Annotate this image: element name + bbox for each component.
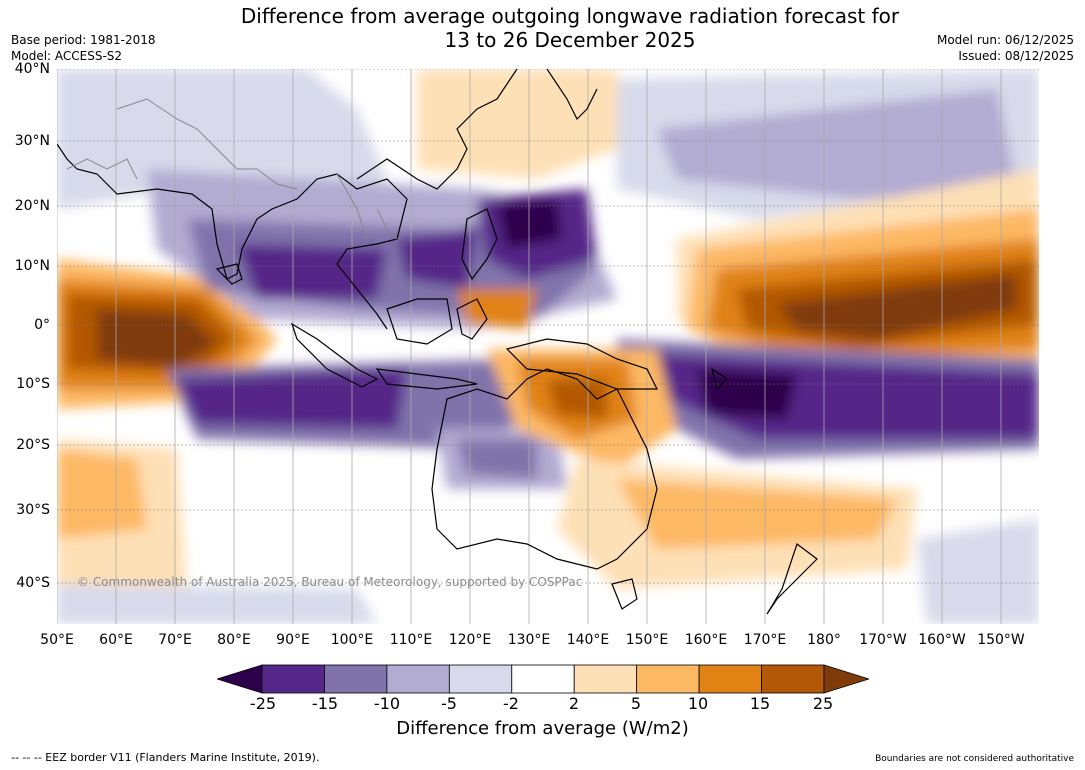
lat-label-30n: 30°N xyxy=(14,133,50,149)
disclaimer: Boundaries are not considered authoritat… xyxy=(875,754,1074,764)
lon-label: 150°E xyxy=(625,632,669,648)
longitude-gridlines xyxy=(57,69,1002,624)
lat-label-10n: 10°N xyxy=(14,258,50,274)
lat-label-equator: 0° xyxy=(34,317,50,333)
title-line-1: Difference from average outgoing longwav… xyxy=(240,4,900,28)
colorbar-swatch xyxy=(761,664,825,694)
lon-label: 120°E xyxy=(448,632,492,648)
lon-label: 80°E xyxy=(217,632,251,648)
issued-date: Issued: 08/12/2025 xyxy=(958,49,1074,63)
base-period: Base period: 1981-2018 xyxy=(11,33,156,47)
lon-label: 150°W xyxy=(977,632,1025,648)
lon-label: 130°E xyxy=(507,632,551,648)
lon-label: 100°E xyxy=(330,632,374,648)
copyright-text: © Commonwealth of Australia 2025, Bureau… xyxy=(77,575,582,589)
colorbar-tick: 25 xyxy=(812,694,834,713)
model-run: Model run: 06/12/2025 xyxy=(936,33,1074,47)
colorbar-swatch xyxy=(386,664,450,694)
lon-label: 110°E xyxy=(389,632,433,648)
coastlines xyxy=(57,69,818,615)
lon-label: 170°W xyxy=(859,632,907,648)
meta-left: Base period: 1981-2018 Model: ACCESS-S2 xyxy=(11,32,156,64)
lon-label: 90°E xyxy=(276,632,310,648)
colorbar-tick: 5 xyxy=(630,694,642,713)
title-line-2: 13 to 26 December 2025 xyxy=(444,28,696,52)
colorbar-tick: -15 xyxy=(311,694,339,713)
lon-label: 50°E xyxy=(40,632,74,648)
colorbar-tick: -5 xyxy=(441,694,457,713)
lat-label-40s: 40°S xyxy=(16,575,50,591)
colorbar-swatch xyxy=(636,664,700,694)
colorbar-swatch xyxy=(698,664,762,694)
lat-label-20s: 20°S xyxy=(16,437,50,453)
lon-label: 160°W xyxy=(918,632,966,648)
colorbar-tick: -2 xyxy=(503,694,519,713)
colorbar-tick: -25 xyxy=(249,694,277,713)
colorbar-title: Difference from average (W/m2) xyxy=(396,718,689,739)
anomaly-field xyxy=(57,69,1039,624)
lon-label: 70°E xyxy=(158,632,192,648)
colorbar-swatch xyxy=(573,664,638,694)
colorbar-swatches xyxy=(217,664,869,694)
colorbar xyxy=(217,664,869,694)
meta-right: Model run: 06/12/2025 Issued: 08/12/2025 xyxy=(937,32,1074,64)
chart-title: Difference from average outgoing longwav… xyxy=(0,4,1085,52)
lon-label: 160°E xyxy=(684,632,728,648)
colorbar-swatch xyxy=(511,664,575,694)
lat-label-10s: 10°S xyxy=(16,376,50,392)
lon-label: 180° xyxy=(807,632,841,648)
colorbar-arrow-low xyxy=(217,664,263,694)
lat-label-40n: 40°N xyxy=(14,61,50,77)
colorbar-tick: 15 xyxy=(749,694,771,713)
map-panel[interactable]: © Commonwealth of Australia 2025, Bureau… xyxy=(57,69,1039,624)
colorbar-tick: 2 xyxy=(568,694,580,713)
colorbar-tick: -10 xyxy=(373,694,401,713)
colorbar-swatch xyxy=(448,664,513,694)
lon-label: 140°E xyxy=(566,632,610,648)
lat-label-30s: 30°S xyxy=(16,502,50,518)
eez-legend: -- -- -- EEZ border V11 (Flanders Marine… xyxy=(11,751,320,764)
colorbar-swatch xyxy=(324,664,388,694)
country-borders xyxy=(66,98,398,240)
lat-label-20n: 20°N xyxy=(14,198,50,214)
colorbar-tick: 10 xyxy=(687,694,709,713)
model-name: Model: ACCESS-S2 xyxy=(11,49,123,63)
lon-label: 170°E xyxy=(743,632,787,648)
colorbar-swatch xyxy=(261,664,325,694)
lon-label: 60°E xyxy=(99,632,133,648)
colorbar-arrow-high xyxy=(823,664,869,694)
